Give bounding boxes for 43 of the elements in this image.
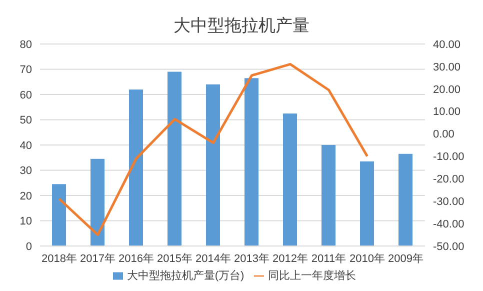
y2-tick-label: 0.00 xyxy=(433,128,454,141)
bar xyxy=(129,89,143,246)
legend-label: 大中型拖拉机产量(万台) xyxy=(126,270,244,282)
bar xyxy=(360,161,374,246)
y2-tick-label: 20.00 xyxy=(433,84,461,96)
y2-tick-label: -40.00 xyxy=(433,218,464,230)
chart-title: 大中型拖拉机产量 xyxy=(172,15,310,37)
x-tick-label: 2014年 xyxy=(196,252,231,265)
x-tick-label: 2009年 xyxy=(388,252,424,265)
x-tick-label: 2012年 xyxy=(272,252,308,265)
line-series xyxy=(58,62,368,236)
x-tick-label: 2016年 xyxy=(118,252,154,265)
y-tick-label: 30 xyxy=(20,165,32,178)
x-tick-label: 2013年 xyxy=(234,252,270,265)
y-tick-label: 70 xyxy=(20,64,32,76)
bar xyxy=(52,184,66,246)
y-tick-label: 80 xyxy=(20,38,32,51)
y-tick-label: 60 xyxy=(20,89,32,102)
y2-tick-label: -10.00 xyxy=(433,151,464,164)
x-tick-label: 2018年 xyxy=(42,252,77,265)
y2-tick-label: 30.00 xyxy=(433,61,461,74)
x-tick-label: 2011年 xyxy=(311,252,346,265)
bar xyxy=(206,84,220,246)
bar xyxy=(283,113,297,246)
bar xyxy=(244,78,258,246)
y-tick-label: 10 xyxy=(20,216,32,228)
x-tick-label: 2015年 xyxy=(157,252,192,265)
x-tick-label: 2017年 xyxy=(80,252,116,265)
y2-tick-label: 40.00 xyxy=(433,38,461,51)
y-tick-label: 0 xyxy=(26,240,32,253)
bar xyxy=(168,72,182,246)
bar xyxy=(398,154,412,246)
bar xyxy=(322,145,336,246)
y2-tick-label: -30.00 xyxy=(433,196,464,208)
y-tick-label: 50 xyxy=(20,114,32,127)
y2-tick-label: 10.00 xyxy=(433,106,461,118)
y2-tick-label: -50.00 xyxy=(433,240,464,253)
x-tick-label: 2010年 xyxy=(350,252,385,265)
y-tick-label: 40 xyxy=(20,140,32,152)
y-tick-label: 20 xyxy=(20,190,32,202)
bar xyxy=(90,158,104,246)
legend-label: 同比上一年度增长 xyxy=(268,270,356,282)
y2-tick-label: -20.00 xyxy=(433,174,464,186)
